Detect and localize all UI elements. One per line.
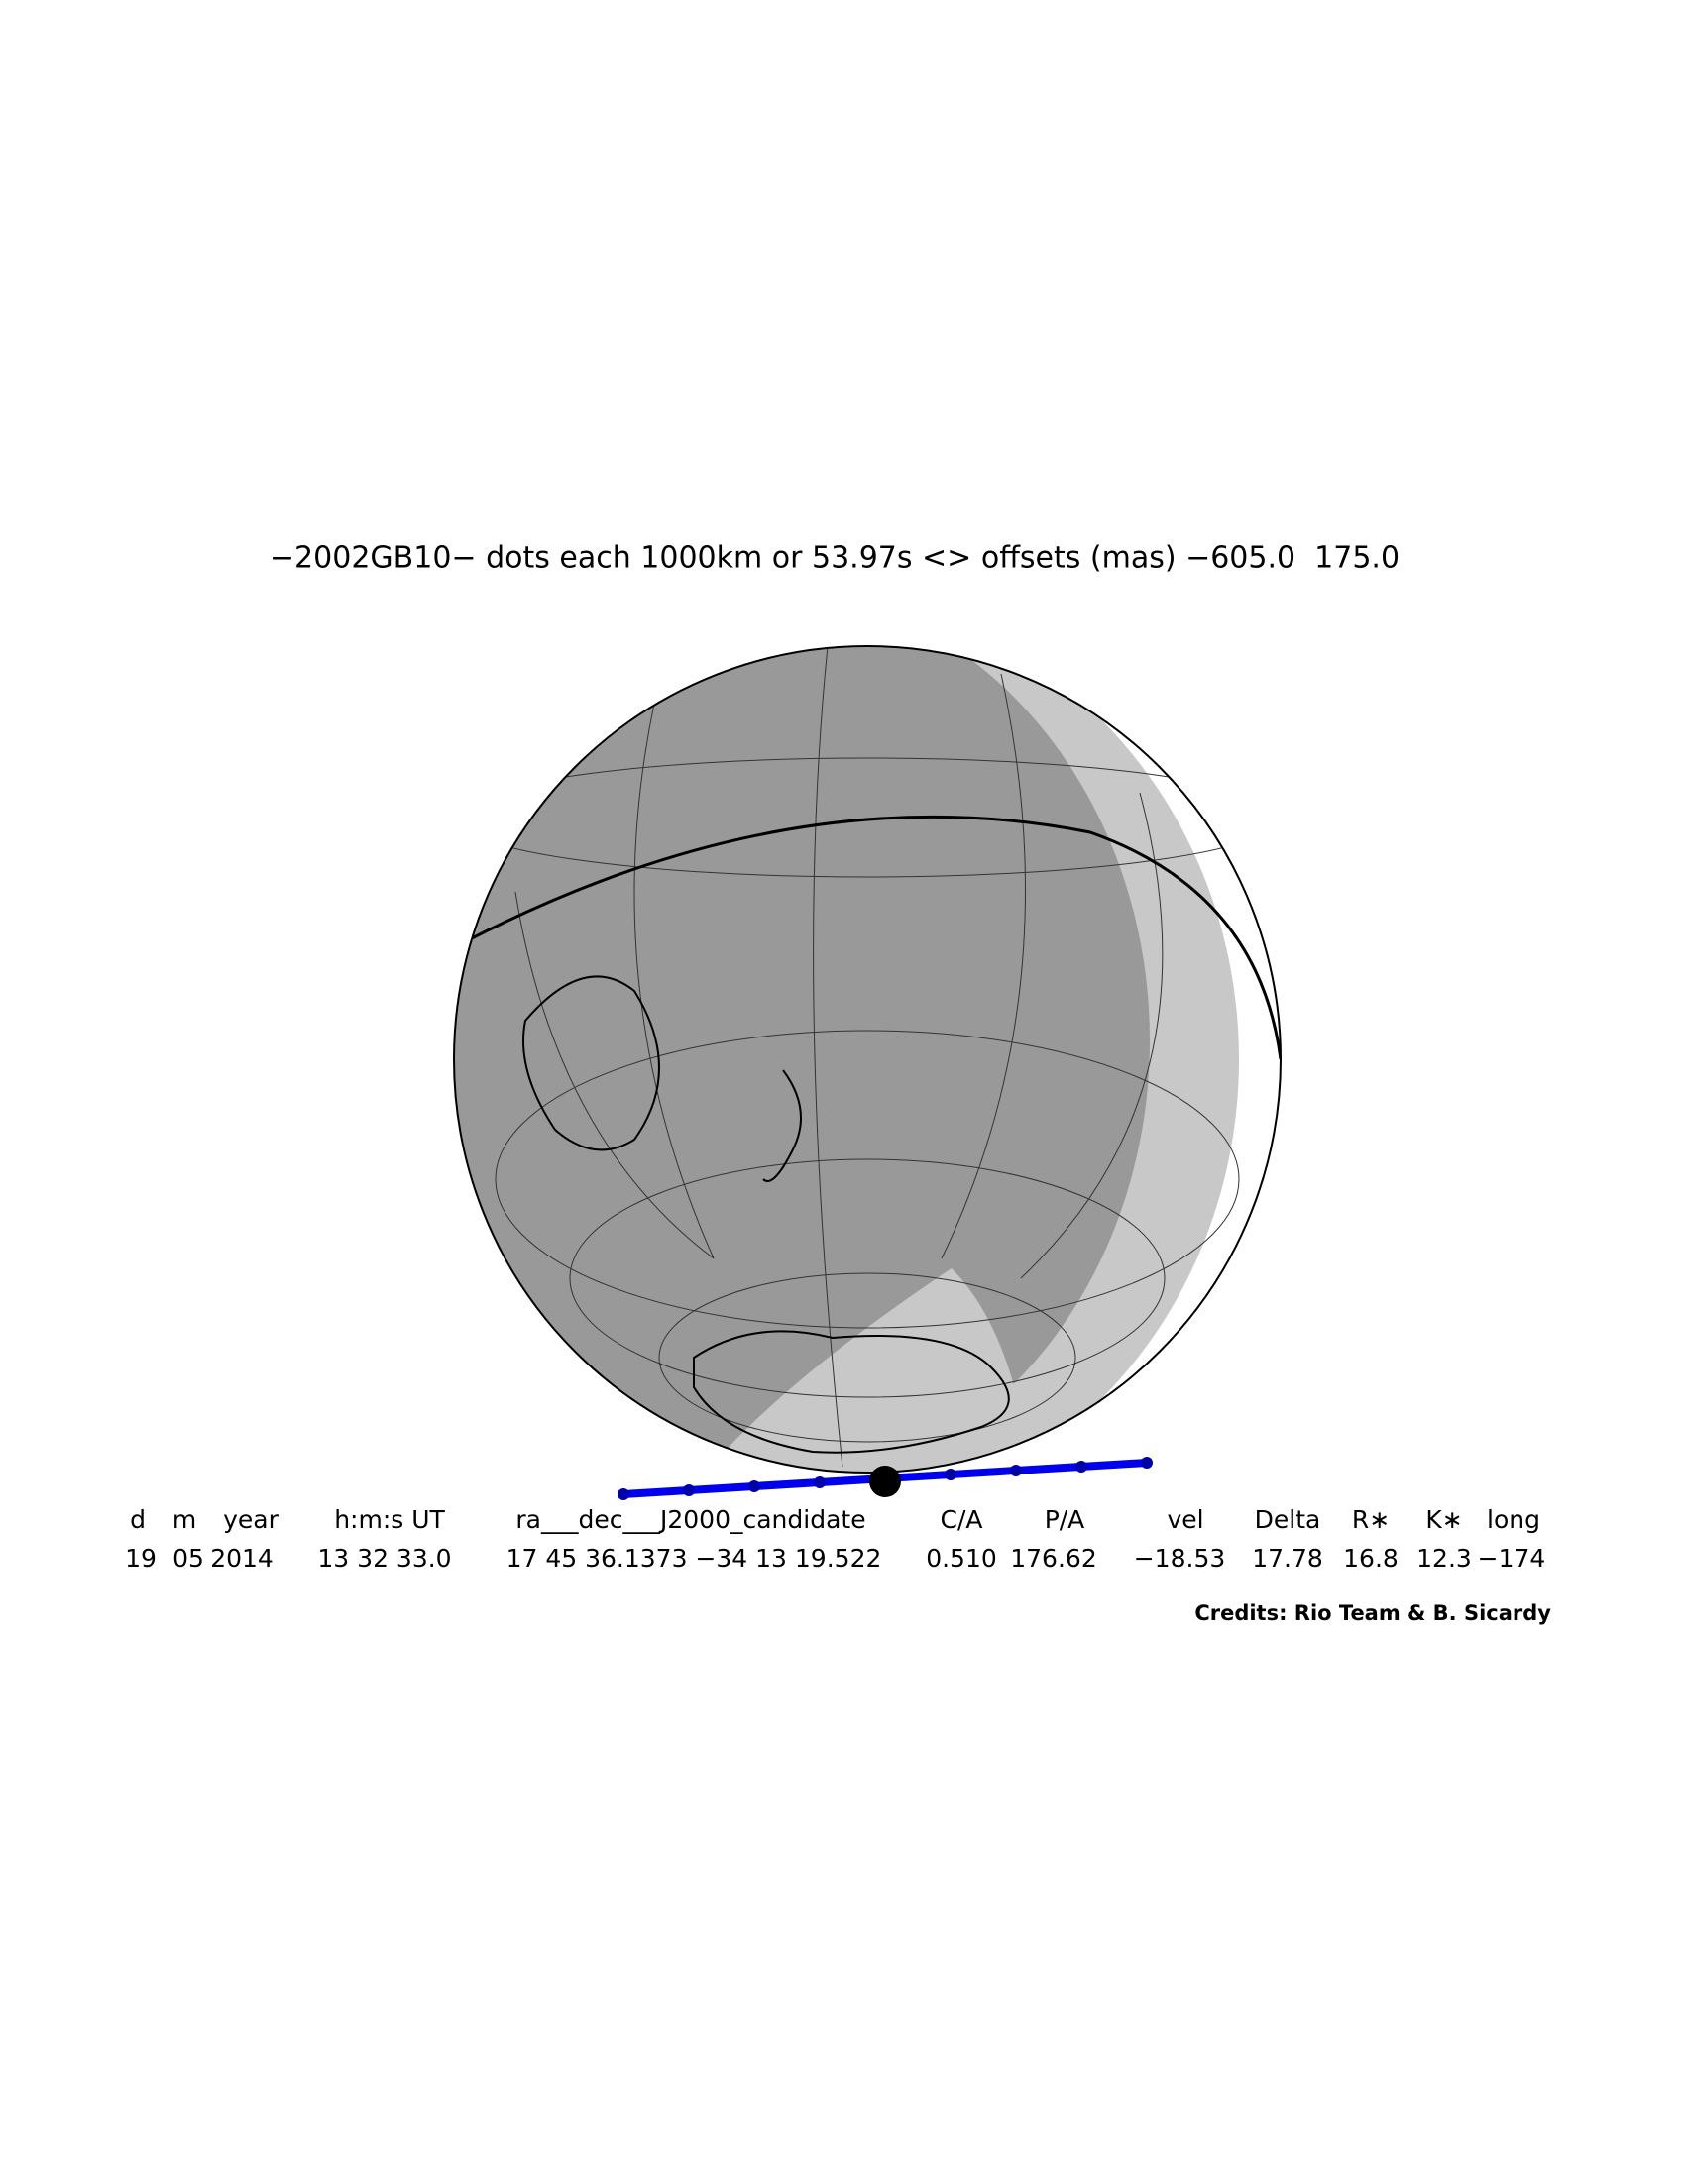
table-header: C/A: [941, 1505, 983, 1534]
table-header: K∗: [1425, 1505, 1462, 1534]
table-value: 13 32 33.0: [317, 1544, 451, 1573]
table-value: 12.3: [1416, 1544, 1472, 1573]
occultation-path: [618, 1457, 1153, 1500]
table-header: year: [223, 1505, 279, 1534]
table-header: m: [172, 1505, 196, 1534]
title: −2002GB10− dots each 1000km or 53.97s <>…: [270, 541, 1400, 576]
data-table: d m year h:m:s UT ra___dec___J2000_candidate…: [125, 1505, 1545, 1573]
table-value: 0.510: [926, 1544, 997, 1573]
table-value: −174: [1478, 1544, 1546, 1573]
table-value: 17 45 36.1373 −34 13 19.522: [506, 1544, 882, 1573]
table-value: 16.8: [1343, 1544, 1399, 1573]
table-header: h:m:s UT: [334, 1505, 445, 1534]
table-header: Delta: [1255, 1505, 1321, 1534]
table-value: 19: [125, 1544, 157, 1573]
table-value: 17.78: [1252, 1544, 1323, 1573]
table-header: ra___dec___J2000_candidate: [515, 1505, 865, 1534]
table-value: 2014: [210, 1544, 274, 1573]
table-header: P/A: [1045, 1505, 1085, 1534]
table-header: d: [130, 1505, 146, 1534]
globe: [453, 645, 1282, 1474]
table-value: −18.53: [1134, 1544, 1226, 1573]
table-value: 05: [172, 1544, 204, 1573]
table-header: vel: [1167, 1505, 1203, 1534]
table-header: R∗: [1352, 1505, 1390, 1534]
credits: Credits: Rio Team & B. Sicardy: [1194, 1601, 1551, 1625]
table-header: long: [1487, 1505, 1540, 1534]
table-value: 176.62: [1010, 1544, 1096, 1573]
